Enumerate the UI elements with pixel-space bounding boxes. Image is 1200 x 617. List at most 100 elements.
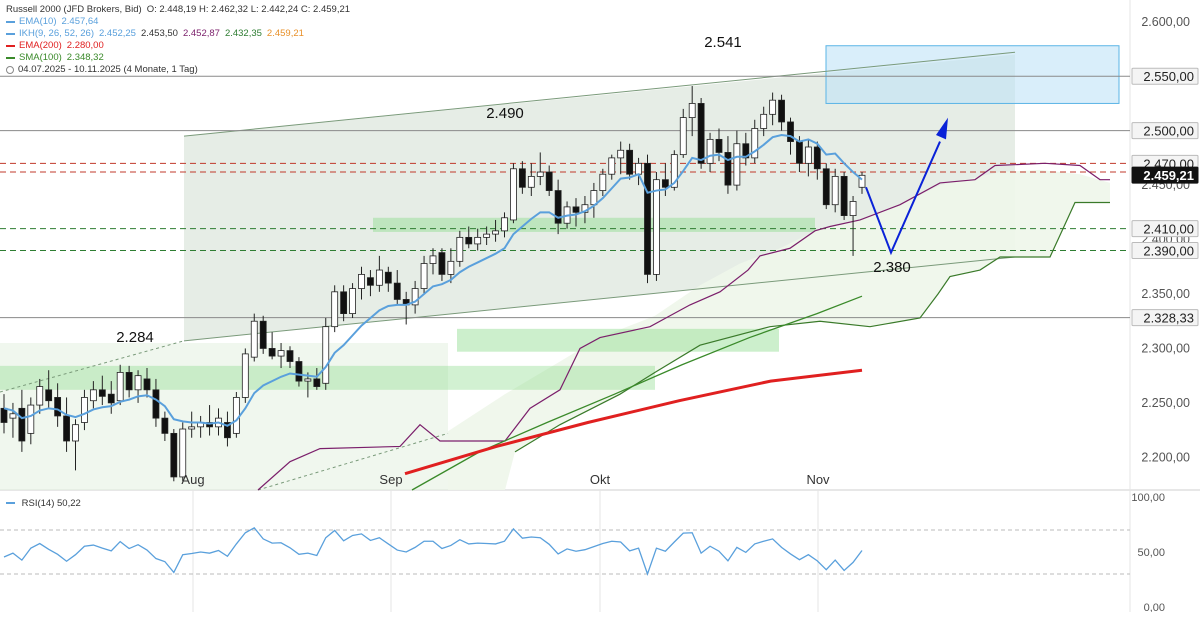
- candle-body: [116, 371, 124, 402]
- kijun-sen-line: [257, 162, 1110, 491]
- candle-body: [787, 121, 794, 142]
- candle-body: [179, 428, 187, 478]
- price-label-text: 2.500,00: [1143, 124, 1194, 139]
- candle-body: [527, 175, 535, 188]
- candle-body: [411, 288, 419, 306]
- ema10-line: [3, 134, 863, 427]
- chart-legend: Russell 2000 (JFD Brokers, Bid) O: 2.448…: [6, 4, 355, 76]
- legend-swatch: [6, 33, 15, 35]
- symbol-label: Russell 2000 (JFD Brokers, Bid): [6, 4, 142, 15]
- candle-body: [474, 236, 482, 245]
- legend-item: IKH(9, 26, 52, 26) 2.452,25 2.453,50 2.452,…: [6, 28, 355, 40]
- candle-body: [518, 168, 526, 188]
- candle-body: [259, 320, 267, 349]
- y-tick-label: 2.350,00: [1141, 287, 1190, 301]
- candle-body: [340, 291, 348, 315]
- candle-body: [688, 103, 696, 118]
- price-label-box: [1131, 166, 1199, 184]
- candle-body: [286, 350, 294, 362]
- candle-body: [813, 146, 821, 170]
- price-label-text: 2.550,00: [1143, 69, 1194, 84]
- price-label-box: [1131, 220, 1199, 238]
- candle-body: [0, 407, 8, 423]
- ikh-cloud-past: [0, 343, 448, 490]
- legend-swatch: [6, 21, 15, 23]
- candle-body: [161, 417, 169, 434]
- candle-body: [599, 173, 607, 191]
- candle-body: [661, 179, 669, 188]
- target-box: [825, 45, 1120, 104]
- candle-body: [733, 143, 741, 186]
- candle-body: [170, 432, 178, 478]
- candle-body: [778, 99, 785, 123]
- candle-body: [63, 415, 70, 442]
- price-annotation: 2.490: [486, 105, 524, 122]
- candle-body: [188, 426, 196, 430]
- candle-body: [45, 389, 53, 402]
- candle-body: [322, 326, 330, 384]
- candle-body: [510, 168, 517, 221]
- candle-body: [152, 389, 160, 419]
- candle-body: [89, 389, 97, 402]
- legend-item: EMA(200) 2.280,00: [6, 40, 355, 52]
- candle-body: [9, 413, 17, 419]
- candle-body: [367, 277, 374, 286]
- candle-body: [751, 128, 759, 159]
- candle-body: [447, 260, 455, 275]
- candle-body: [831, 175, 839, 206]
- support-zone: [373, 217, 815, 232]
- candle-body: [626, 149, 634, 175]
- forecast-arrow: [865, 141, 941, 256]
- candle-body: [331, 291, 339, 328]
- price-label-text: 2.328,33: [1143, 311, 1194, 326]
- candle-body: [250, 320, 258, 358]
- ohlc-label: O: 2.448,19 H: 2.462,32 L: 2.442,24 C: 2…: [146, 4, 351, 15]
- channel-extension: [0, 340, 185, 393]
- legend-item: EMA(10) 2.457,64: [6, 16, 355, 28]
- x-tick-label: Okt: [590, 472, 611, 487]
- candle-body: [429, 255, 437, 264]
- support-zone: [457, 328, 779, 352]
- price-annotation: 2.284: [116, 329, 154, 346]
- legend-value: 2.459,21: [266, 28, 304, 39]
- candle-body: [375, 269, 383, 286]
- rsi-tick-label: 0,00: [1144, 602, 1165, 612]
- legend-label: IKH(9, 26, 52, 26): [19, 28, 94, 39]
- senkou-span-line: [514, 201, 1110, 453]
- candle-body: [313, 378, 321, 387]
- candle-body: [572, 206, 580, 213]
- candle-body: [134, 375, 142, 391]
- candle-body: [760, 113, 768, 129]
- legend-value: 2.432,35: [224, 28, 262, 39]
- legend-label: EMA(10): [19, 16, 57, 27]
- price-label-box: [1131, 309, 1199, 327]
- price-label-text: 2.459,21: [1143, 168, 1194, 183]
- candle-body: [125, 371, 133, 391]
- legend-value: 2.348,32: [66, 52, 104, 63]
- legend-label: SMA(100): [19, 52, 62, 63]
- forecast-arrowhead: [936, 117, 948, 140]
- legend-item: SMA(100) 2.348,32: [6, 52, 355, 64]
- candle-body: [54, 397, 62, 417]
- x-tick-label: Aug: [181, 472, 204, 487]
- rsi-value: 50,22: [57, 498, 81, 509]
- price-annotation: 2.541: [704, 34, 742, 51]
- legend-rows: EMA(10) 2.457,64 IKH(9, 26, 52, 26) 2.452,2…: [6, 16, 355, 64]
- candle-body: [393, 282, 401, 300]
- candle-body: [304, 378, 312, 382]
- candle-body: [697, 103, 705, 164]
- rsi-legend: RSI(14) 50,22: [6, 498, 81, 509]
- candle-body: [590, 190, 598, 206]
- y-tick-label: 2.600,00: [1141, 15, 1190, 29]
- candle-body: [295, 361, 303, 382]
- candle-body: [18, 407, 26, 442]
- candle-body: [545, 171, 553, 191]
- candle-body: [483, 233, 491, 238]
- candle-body: [536, 171, 544, 177]
- legend-swatch: [6, 57, 15, 59]
- candle-body: [840, 175, 848, 216]
- candle-body: [36, 386, 44, 406]
- period-label: 04.07.2025 - 10.11.2025 (4 Monate, 1 Tag…: [18, 64, 198, 75]
